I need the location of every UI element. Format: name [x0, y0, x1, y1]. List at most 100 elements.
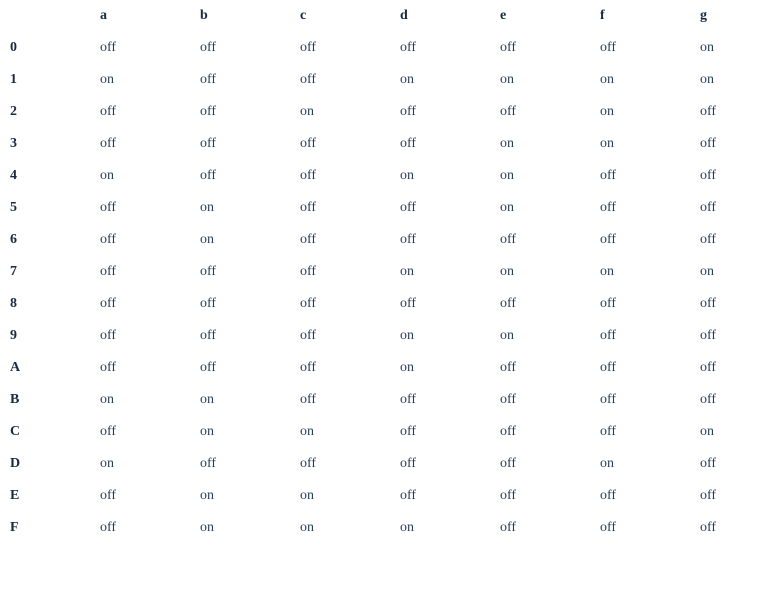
table-cell: off — [480, 416, 580, 448]
table-cell: off — [480, 384, 580, 416]
table-cell: off — [80, 288, 180, 320]
table-cell: on — [680, 64, 780, 96]
row-header: 2 — [0, 96, 80, 128]
table-cell: off — [180, 160, 280, 192]
table-cell: off — [80, 480, 180, 512]
table-row: Aoffoffoffonoffoffoff — [0, 352, 780, 384]
table-cell: off — [380, 416, 480, 448]
table-cell: off — [280, 320, 380, 352]
table-cell: off — [80, 32, 180, 64]
table-cell: off — [680, 352, 780, 384]
table-cell: off — [380, 480, 480, 512]
row-header: D — [0, 448, 80, 480]
table-cell: off — [180, 320, 280, 352]
table-cell: off — [480, 32, 580, 64]
table-cell: off — [580, 480, 680, 512]
header-row: a b c d e f g — [0, 0, 780, 32]
row-header: F — [0, 512, 80, 544]
table-cell: on — [180, 512, 280, 544]
table-cell: off — [180, 96, 280, 128]
table-cell: off — [480, 480, 580, 512]
table-cell: off — [280, 64, 380, 96]
table-cell: on — [280, 480, 380, 512]
table-cell: on — [80, 160, 180, 192]
table-row: 4onoffoffononoffoff — [0, 160, 780, 192]
table-cell: off — [80, 352, 180, 384]
table-cell: off — [680, 288, 780, 320]
table-cell: on — [380, 352, 480, 384]
row-header: 3 — [0, 128, 80, 160]
table-cell: off — [380, 128, 480, 160]
row-header: A — [0, 352, 80, 384]
table-cell: off — [580, 320, 680, 352]
table-cell: on — [580, 256, 680, 288]
row-header: E — [0, 480, 80, 512]
table-cell: off — [480, 352, 580, 384]
table-cell: off — [580, 352, 680, 384]
table-cell: off — [680, 96, 780, 128]
table-cell: off — [680, 192, 780, 224]
table-body: 0offoffoffoffoffoffon1onoffoffonononon2o… — [0, 32, 780, 544]
column-header: b — [180, 0, 280, 32]
table-row: 7offoffoffonononon — [0, 256, 780, 288]
row-header: 1 — [0, 64, 80, 96]
table-cell: off — [280, 192, 380, 224]
table-cell: off — [280, 288, 380, 320]
table-cell: on — [480, 256, 580, 288]
table-cell: off — [280, 448, 380, 480]
table-cell: off — [380, 384, 480, 416]
table-cell: off — [180, 448, 280, 480]
table-cell: off — [80, 192, 180, 224]
table-cell: off — [680, 160, 780, 192]
table-cell: off — [680, 128, 780, 160]
table-cell: off — [580, 384, 680, 416]
table-cell: off — [80, 512, 180, 544]
table-cell: on — [380, 64, 480, 96]
table-cell: on — [480, 192, 580, 224]
table-cell: off — [280, 256, 380, 288]
column-header: e — [480, 0, 580, 32]
table-cell: on — [380, 512, 480, 544]
table-row: Foffonononoffoffoff — [0, 512, 780, 544]
column-header: c — [280, 0, 380, 32]
table-cell: off — [80, 320, 180, 352]
column-header: a — [80, 0, 180, 32]
table-cell: off — [480, 96, 580, 128]
table-cell: off — [180, 352, 280, 384]
table-cell: off — [180, 256, 280, 288]
table-cell: off — [280, 352, 380, 384]
column-header: g — [680, 0, 780, 32]
table-cell: off — [180, 128, 280, 160]
table-cell: off — [680, 384, 780, 416]
table-cell: off — [680, 224, 780, 256]
table-cell: off — [180, 64, 280, 96]
table-cell: off — [480, 224, 580, 256]
row-header: 6 — [0, 224, 80, 256]
row-header: 0 — [0, 32, 80, 64]
table-cell: off — [280, 32, 380, 64]
table-cell: on — [280, 512, 380, 544]
table-cell: on — [580, 128, 680, 160]
row-header: 8 — [0, 288, 80, 320]
table-cell: off — [280, 160, 380, 192]
data-table: a b c d e f g 0offoffoffoffoffoffon1onof… — [0, 0, 780, 544]
table-row: 3offoffoffoffononoff — [0, 128, 780, 160]
table-cell: on — [680, 256, 780, 288]
column-header: f — [580, 0, 680, 32]
table-cell: on — [380, 256, 480, 288]
table-cell: on — [580, 448, 680, 480]
table-row: 2offoffonoffoffonoff — [0, 96, 780, 128]
table-cell: on — [80, 64, 180, 96]
table-cell: on — [580, 96, 680, 128]
table-cell: off — [380, 288, 480, 320]
row-header: B — [0, 384, 80, 416]
table-cell: on — [380, 320, 480, 352]
table-cell: off — [380, 448, 480, 480]
table-cell: off — [480, 448, 580, 480]
table-cell: off — [180, 288, 280, 320]
table-cell: off — [280, 128, 380, 160]
table-cell: off — [80, 256, 180, 288]
table-cell: on — [380, 160, 480, 192]
table-cell: off — [580, 416, 680, 448]
table-cell: on — [480, 160, 580, 192]
